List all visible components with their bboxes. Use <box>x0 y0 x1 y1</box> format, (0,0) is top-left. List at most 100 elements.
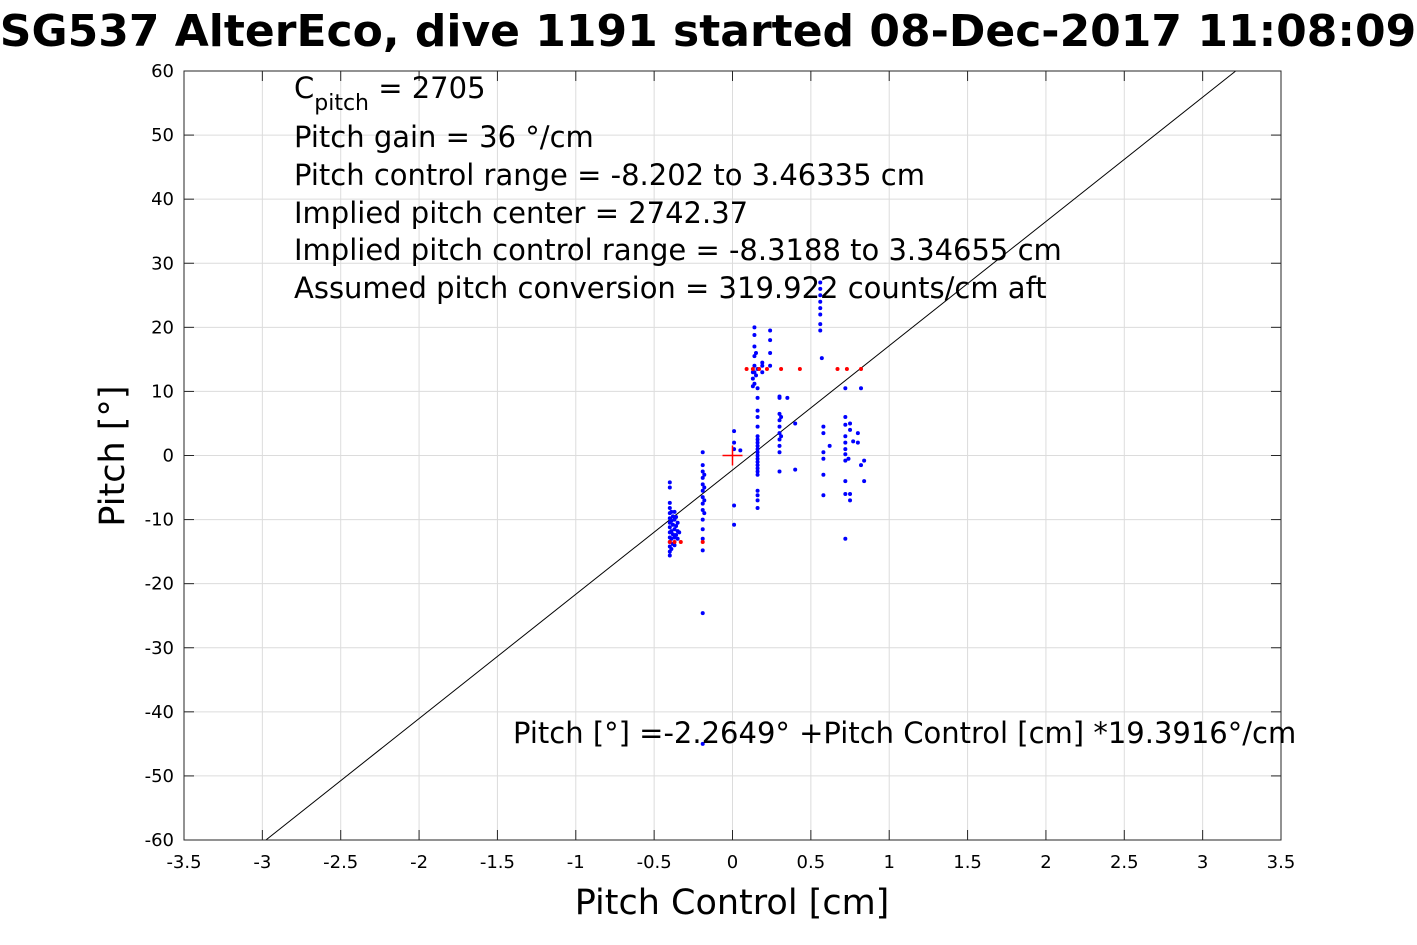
x-tick-label: -2 <box>410 852 428 873</box>
pitch-point <box>777 469 782 474</box>
pitch-point <box>793 467 798 472</box>
x-tick-label: -3 <box>253 852 271 873</box>
y-tick-label: 10 <box>151 381 174 402</box>
y-tick-label: 60 <box>151 61 174 82</box>
pitch-point <box>777 418 782 423</box>
pitch-point <box>669 547 674 552</box>
x-tick-label: 0 <box>727 852 738 873</box>
pitch-point <box>702 485 707 490</box>
pitch-gain-annotation: Pitch gain = 36 °/cm <box>294 120 594 154</box>
pitch-point <box>859 463 864 468</box>
pitch-center-point <box>757 366 762 371</box>
x-axis-label: Pitch Control [cm] <box>575 883 890 923</box>
pitch-point <box>702 498 707 503</box>
pitch-point <box>768 338 773 343</box>
pitch-point <box>700 450 705 455</box>
pitch-point <box>752 344 757 349</box>
pitch-point <box>754 373 759 378</box>
pitch-point <box>785 395 790 400</box>
pitch-point <box>755 456 760 461</box>
pitch-point <box>755 453 760 458</box>
x-tick-label: 2.5 <box>1110 852 1139 873</box>
pitch-point <box>755 488 760 493</box>
pitch-point <box>755 450 760 455</box>
parameter-annotations: Cpitch = 2705 Pitch gain = 36 °/cm Pitch… <box>294 71 1062 305</box>
pitch-point <box>755 472 760 477</box>
pitch-point <box>700 482 705 487</box>
pitch-point <box>700 741 705 746</box>
pitch-point <box>779 434 784 439</box>
pitch-point <box>732 429 737 434</box>
pitch-point <box>755 443 760 448</box>
x-tick-label: -0.5 <box>637 852 672 873</box>
y-tick-label: -20 <box>145 574 174 595</box>
pitch-point <box>670 532 675 537</box>
pitch-center-point <box>764 366 769 371</box>
pitch-point <box>752 333 757 338</box>
pitch-center-point <box>672 540 677 545</box>
pitch-point <box>818 312 823 317</box>
pitch-point <box>821 450 826 455</box>
pitch-point <box>760 370 765 375</box>
pitch-point <box>732 522 737 527</box>
pitch-center-point <box>844 366 849 371</box>
pitch-point <box>777 443 782 448</box>
pitch-point <box>760 363 765 368</box>
pitch-point <box>700 495 705 500</box>
x-tick-label: -1.5 <box>480 852 515 873</box>
pitch-point <box>855 431 860 436</box>
pitch-point <box>752 325 757 330</box>
pitch-point <box>818 299 823 304</box>
pitch-point <box>859 386 864 391</box>
pitch-point <box>700 507 705 512</box>
pitch-point <box>700 611 705 616</box>
pitch-point <box>669 536 674 541</box>
pitch-point <box>672 543 677 548</box>
pitch-point <box>755 506 760 511</box>
pitch-point <box>755 408 760 413</box>
pitch-point <box>843 458 848 463</box>
pitch-point <box>818 286 823 291</box>
x-tick-label: 0.5 <box>797 852 826 873</box>
pitch-point <box>777 424 782 429</box>
pitch-point <box>667 506 672 511</box>
y-tick-label: 30 <box>151 253 174 274</box>
x-tick-label: -2.5 <box>323 852 358 873</box>
pitch-point <box>779 415 784 420</box>
pitch-point <box>732 503 737 508</box>
pitch-point <box>752 354 757 359</box>
data-points <box>667 280 867 746</box>
pitch-point <box>755 469 760 474</box>
y-tick-label: 50 <box>151 125 174 146</box>
pitch-point <box>755 447 760 452</box>
x-tick-label: 1.5 <box>953 852 982 873</box>
pitch-point <box>700 488 705 493</box>
pitch-point <box>848 491 853 496</box>
pitch-point <box>818 322 823 327</box>
pitch-center-point <box>835 366 840 371</box>
pitch-control-range-annotation: Pitch control range = -8.202 to 3.46335 … <box>294 158 925 192</box>
fit-line <box>265 70 1237 841</box>
pitch-point <box>777 450 782 455</box>
pitch-point <box>732 440 737 445</box>
cpitch-annotation: Cpitch = 2705 <box>294 71 486 116</box>
pitch-point <box>755 434 760 439</box>
pitch-point <box>667 485 672 490</box>
pitch-point <box>700 527 705 532</box>
y-tick-label: -10 <box>145 510 174 531</box>
pitch-point <box>821 472 826 477</box>
pitch-conversion-annotation: Assumed pitch conversion = 319.922 count… <box>294 271 1047 305</box>
pitch-point <box>754 350 759 355</box>
pitch-point <box>667 480 672 485</box>
pitch-point <box>818 280 823 285</box>
pitch-point <box>760 360 765 365</box>
y-tick-label: -30 <box>145 638 174 659</box>
pitch-point <box>702 472 707 477</box>
pitch-point <box>793 421 798 426</box>
pitch-point <box>843 536 848 541</box>
pitch-point <box>752 370 757 375</box>
x-tick-label: 1 <box>883 852 894 873</box>
pitch-point <box>818 306 823 311</box>
y-axis-label: Pitch [°] <box>93 385 133 526</box>
pitch-center-point <box>750 366 755 371</box>
